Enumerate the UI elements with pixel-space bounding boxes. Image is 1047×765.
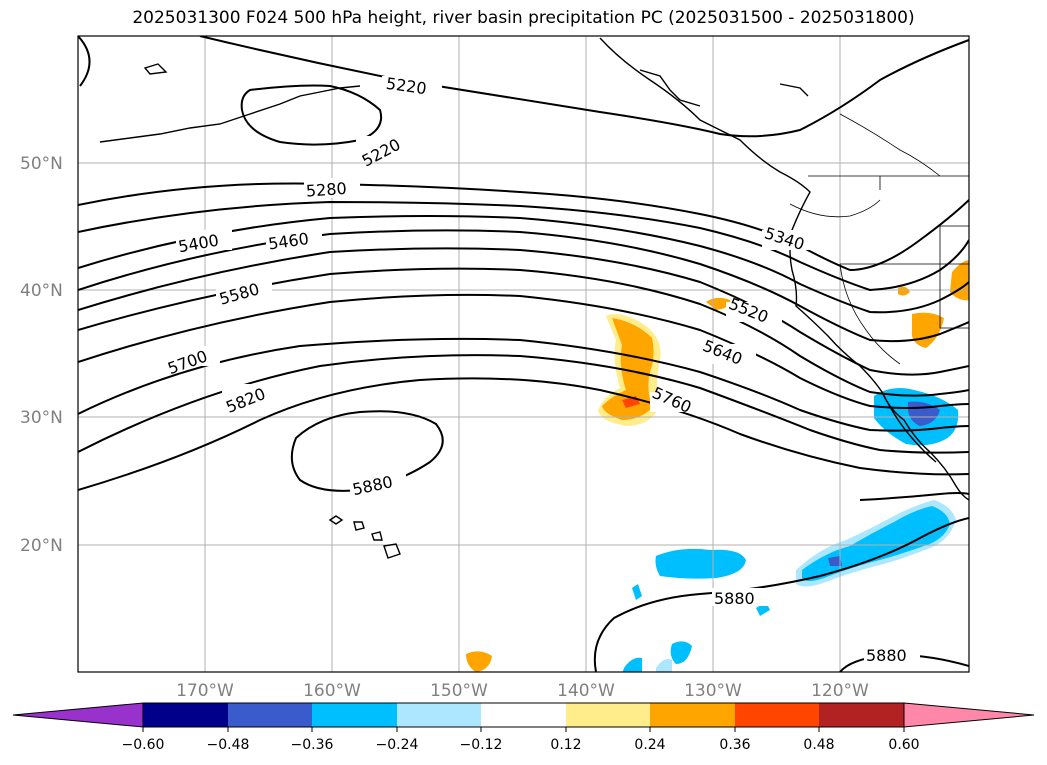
longitude-labels: 170°W 160°W 150°W 140°W 130°W 120°W xyxy=(176,681,869,701)
precip-positive-area xyxy=(466,651,492,672)
latitude-labels: 50°N 40°N 30°N 20°N xyxy=(20,154,63,556)
map-frame xyxy=(77,35,970,673)
precip-negative-area xyxy=(632,584,642,600)
colorbar: −0.60 −0.48 −0.36 −0.24 −0.12 0.12 0.24 … xyxy=(12,702,1035,753)
lon-label-170w: 170°W xyxy=(176,681,234,701)
lat-label-30n: 30°N xyxy=(20,408,63,428)
contour-line xyxy=(78,267,969,397)
contour-line xyxy=(593,517,969,672)
colorbar-segment xyxy=(735,703,819,727)
contour-line xyxy=(78,377,969,491)
precip-positive-area xyxy=(706,297,731,310)
colorbar-segment xyxy=(143,703,228,727)
contour-line xyxy=(199,36,969,138)
precip-positive-area xyxy=(602,318,654,420)
colorbar-tick-label: 0.60 xyxy=(888,737,919,753)
colorbar-tick-label: −0.12 xyxy=(460,737,503,753)
contour-line xyxy=(78,36,91,87)
colorbar-segment xyxy=(650,703,735,727)
colorbar-segment xyxy=(312,703,397,727)
colorbar-segment xyxy=(903,702,1035,728)
precip-negative-area xyxy=(622,657,642,672)
precip-negative-area xyxy=(655,548,746,579)
lon-label-130w: 130°W xyxy=(684,681,742,701)
lon-label-150w: 150°W xyxy=(430,681,488,701)
colorbar-tick-label: 0.12 xyxy=(550,737,581,753)
map-title: 2025031300 F024 500 hPa height, river ba… xyxy=(132,8,915,28)
colorbar-tick-label: −0.24 xyxy=(376,737,419,753)
colorbar-tick-label: 0.24 xyxy=(634,737,665,753)
lat-label-40n: 40°N xyxy=(20,281,63,301)
precip-negative-area xyxy=(828,556,842,566)
colorbar-tick-label: −0.60 xyxy=(122,737,165,753)
contour-line xyxy=(78,215,969,314)
precip-negative-area xyxy=(656,659,672,672)
contour-line xyxy=(78,337,969,432)
precip-negative-area xyxy=(670,641,692,664)
colorbar-segment xyxy=(566,703,650,727)
lon-label-120w: 120°W xyxy=(811,681,869,701)
lat-label-20n: 20°N xyxy=(20,536,63,556)
political-borders xyxy=(789,113,969,365)
contour-line xyxy=(78,354,969,454)
contour-line xyxy=(78,293,969,409)
map-area: 5220 5220 5280 5400 5460 5340 5580 5520 … xyxy=(78,36,969,672)
contour-label: 5280 xyxy=(305,179,347,201)
lon-label-140w: 140°W xyxy=(557,681,615,701)
lon-label-160w: 160°W xyxy=(303,681,361,701)
precip-positive-area xyxy=(898,286,910,296)
colorbar-segment xyxy=(397,703,481,727)
colorbar-tick-label: −0.36 xyxy=(291,737,334,753)
contour-line xyxy=(290,410,444,492)
colorbar-tick-label: −0.48 xyxy=(207,737,250,753)
contour-line xyxy=(78,200,969,292)
contour-label: 5880 xyxy=(866,646,907,665)
colorbar-segment xyxy=(228,703,312,727)
precip-negative-area xyxy=(802,506,950,581)
contour-label: 5880 xyxy=(714,589,755,608)
precip-shading xyxy=(466,260,969,672)
colorbar-tick-label: 0.36 xyxy=(719,737,750,753)
contour-line xyxy=(78,182,969,272)
precip-positive-area xyxy=(911,312,944,348)
colorbar-segment xyxy=(12,702,144,728)
contour-line xyxy=(78,247,969,376)
colorbar-segment xyxy=(819,703,904,727)
contour-line xyxy=(859,492,969,501)
colorbar-segment xyxy=(481,703,566,727)
lat-label-50n: 50°N xyxy=(20,154,63,174)
colorbar-tick-label: 0.48 xyxy=(803,737,834,753)
